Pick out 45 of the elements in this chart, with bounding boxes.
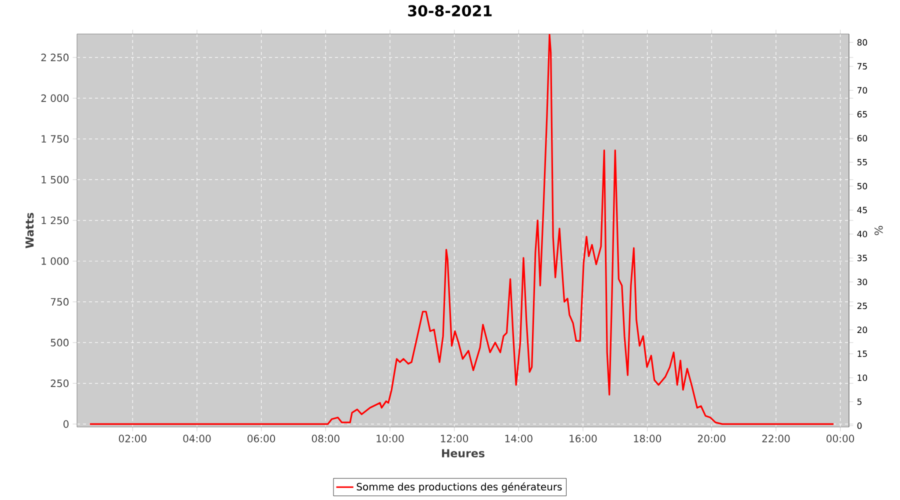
y2-tick-label: 70 [857,87,868,94]
x-tick-label: 06:00 [248,434,276,442]
y-tick-label: 1 750 [42,135,69,143]
y-tick-label: 0 [64,420,69,428]
y2-tick-label: 30 [857,278,868,286]
y-tick-label: 1 250 [42,216,69,224]
y2-tick-label: 80 [857,39,868,46]
x-tick-label: 22:00 [762,434,790,442]
y-tick-label: 500 [50,338,69,346]
y2-tick-label: 15 [858,350,867,357]
y-tick-label: 250 [50,380,69,388]
x-tick-label: 04:00 [183,434,211,442]
x-tick-label: 08:00 [312,434,340,442]
y2-tick-label: 45 [857,206,867,214]
x-tick-label: 16:00 [570,434,597,442]
y2-tick-label: 75 [857,63,867,70]
y-tick-label: 2 250 [41,54,69,62]
y2-tick-label: 5 [857,398,862,405]
y2-tick-label: 0 [857,422,862,429]
x-tick-label: 18:00 [634,434,662,442]
x-tick-label: 20:00 [698,434,726,442]
x-tick-label: 02:00 [118,434,146,442]
x-tick-label: 14:00 [505,434,532,442]
y-tick-label: 1 500 [42,176,69,184]
x-tick-label: 12:00 [441,434,468,442]
y-tick-label: 750 [50,298,69,306]
y2-tick-label: 60 [857,134,868,142]
x-axis-title: Heures [442,449,484,458]
legend-label: Somme des productions des générateurs [356,482,562,492]
y2-tick-label: 40 [857,230,868,238]
y-tick-label: 2 000 [41,94,69,102]
y2-tick-label: 20 [857,326,868,334]
y2-axis-title: % [874,226,883,236]
chart-title: 30-8-2021 [408,5,492,16]
y2-tick-label: 10 [858,374,868,381]
line-series [89,34,834,425]
y-axis-title: Watts [26,212,34,248]
x-tick-label: 10:00 [376,434,404,442]
y2-tick-label: 50 [857,182,868,190]
y2-tick-label: 55 [857,159,867,166]
x-tick-label: 00:00 [826,434,854,442]
y-tick-label: 1 000 [42,257,69,265]
y2-tick-label: 65 [857,111,867,118]
y2-tick-label: 25 [857,302,867,310]
y2-tick-label: 35 [857,254,867,262]
